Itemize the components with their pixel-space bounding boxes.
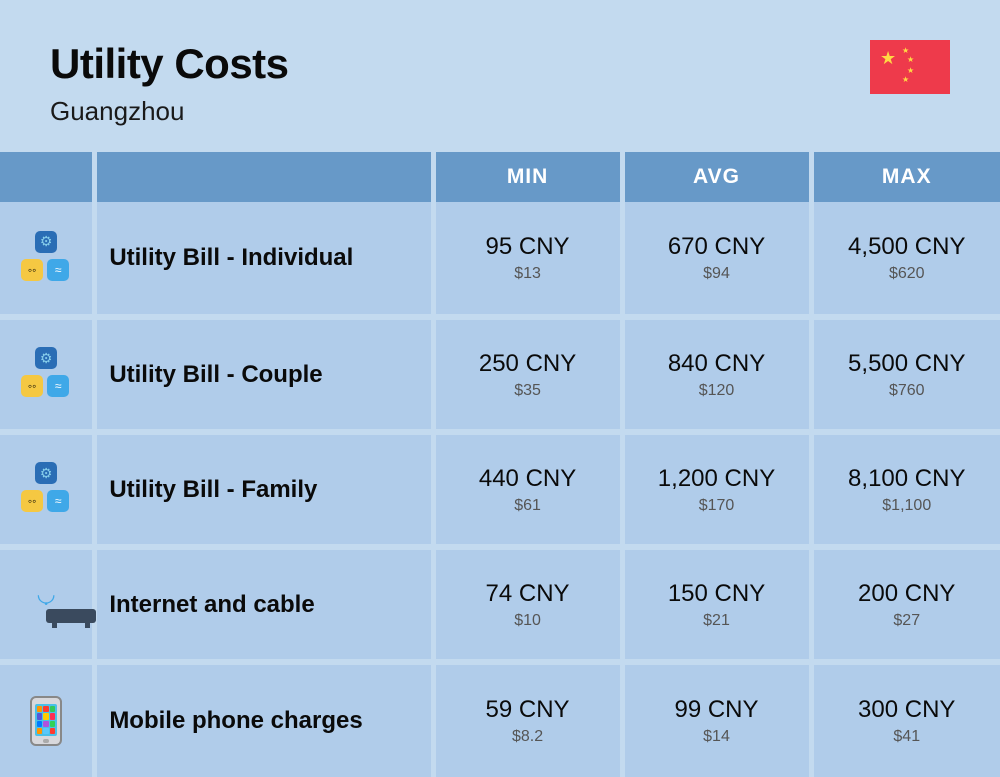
value-usd: $760 <box>814 382 1000 400</box>
table-row: ⚙ ◦◦ ≈ Utility Bill - Individual 95 CNY … <box>0 202 1000 317</box>
cell-label: Utility Bill - Family <box>95 432 433 547</box>
value-cny: 440 CNY <box>436 465 620 493</box>
table-row: ◡• Internet and cable 74 CNY $10 150 CNY… <box>0 547 1000 662</box>
cell-icon: ⚙ ◦◦ ≈ <box>0 432 95 547</box>
table-row: Mobile phone charges 59 CNY $8.2 99 CNY … <box>0 662 1000 777</box>
utility-icon: ⚙ ◦◦ ≈ <box>21 462 71 512</box>
value-cny: 200 CNY <box>814 580 1000 608</box>
value-cny: 95 CNY <box>436 233 620 261</box>
flag-icon: ★ ★ ★ ★ ★ <box>870 40 950 94</box>
cell-icon <box>0 662 95 777</box>
value-cny: 150 CNY <box>625 580 809 608</box>
col-label-header <box>95 152 433 202</box>
cell-label: Internet and cable <box>95 547 433 662</box>
col-max-header: MAX <box>811 152 1000 202</box>
cell-label: Utility Bill - Individual <box>95 202 433 317</box>
value-usd: $13 <box>436 265 620 283</box>
cell-avg: 150 CNY $21 <box>622 547 811 662</box>
value-usd: $41 <box>814 728 1000 746</box>
cell-label: Utility Bill - Couple <box>95 317 433 432</box>
value-cny: 5,500 CNY <box>814 350 1000 378</box>
page-container: Utility Costs Guangzhou ★ ★ ★ ★ ★ MIN AV… <box>0 0 1000 777</box>
value-cny: 1,200 CNY <box>625 465 809 493</box>
cell-min: 440 CNY $61 <box>433 432 622 547</box>
cell-min: 95 CNY $13 <box>433 202 622 317</box>
page-header: Utility Costs Guangzhou ★ ★ ★ ★ ★ <box>0 40 1000 152</box>
value-cny: 59 CNY <box>436 696 620 724</box>
cell-avg: 99 CNY $14 <box>622 662 811 777</box>
col-icon-header <box>0 152 95 202</box>
page-title: Utility Costs <box>50 40 289 88</box>
cell-min: 250 CNY $35 <box>433 317 622 432</box>
cell-min: 74 CNY $10 <box>433 547 622 662</box>
cell-avg: 1,200 CNY $170 <box>622 432 811 547</box>
router-icon: ◡• <box>21 581 71 623</box>
value-cny: 99 CNY <box>625 696 809 724</box>
utility-icon: ⚙ ◦◦ ≈ <box>21 347 71 397</box>
value-usd: $120 <box>625 382 809 400</box>
cell-label: Mobile phone charges <box>95 662 433 777</box>
value-cny: 74 CNY <box>436 580 620 608</box>
cell-max: 200 CNY $27 <box>811 547 1000 662</box>
value-cny: 670 CNY <box>625 233 809 261</box>
value-usd: $27 <box>814 612 1000 630</box>
value-usd: $35 <box>436 382 620 400</box>
cell-icon: ◡• <box>0 547 95 662</box>
value-usd: $61 <box>436 497 620 515</box>
page-subtitle: Guangzhou <box>50 96 289 127</box>
value-cny: 250 CNY <box>436 350 620 378</box>
cell-max: 300 CNY $41 <box>811 662 1000 777</box>
value-cny: 8,100 CNY <box>814 465 1000 493</box>
value-usd: $94 <box>625 265 809 283</box>
cell-avg: 840 CNY $120 <box>622 317 811 432</box>
value-usd: $170 <box>625 497 809 515</box>
value-cny: 300 CNY <box>814 696 1000 724</box>
cell-avg: 670 CNY $94 <box>622 202 811 317</box>
cell-icon: ⚙ ◦◦ ≈ <box>0 202 95 317</box>
title-block: Utility Costs Guangzhou <box>50 40 289 127</box>
col-avg-header: AVG <box>622 152 811 202</box>
value-usd: $620 <box>814 265 1000 283</box>
utility-icon: ⚙ ◦◦ ≈ <box>21 231 71 281</box>
cell-max: 5,500 CNY $760 <box>811 317 1000 432</box>
value-usd: $14 <box>625 728 809 746</box>
table-row: ⚙ ◦◦ ≈ Utility Bill - Family 440 CNY $61… <box>0 432 1000 547</box>
value-usd: $8.2 <box>436 728 620 746</box>
phone-icon <box>30 696 62 746</box>
table-row: ⚙ ◦◦ ≈ Utility Bill - Couple 250 CNY $35… <box>0 317 1000 432</box>
value-usd: $21 <box>625 612 809 630</box>
cell-max: 4,500 CNY $620 <box>811 202 1000 317</box>
cell-min: 59 CNY $8.2 <box>433 662 622 777</box>
costs-table: MIN AVG MAX ⚙ ◦◦ ≈ Utility Bill - Indivi… <box>0 152 1000 777</box>
col-min-header: MIN <box>433 152 622 202</box>
cell-icon: ⚙ ◦◦ ≈ <box>0 317 95 432</box>
table-header-row: MIN AVG MAX <box>0 152 1000 202</box>
value-usd: $1,100 <box>814 497 1000 515</box>
cell-max: 8,100 CNY $1,100 <box>811 432 1000 547</box>
value-cny: 840 CNY <box>625 350 809 378</box>
value-usd: $10 <box>436 612 620 630</box>
value-cny: 4,500 CNY <box>814 233 1000 261</box>
